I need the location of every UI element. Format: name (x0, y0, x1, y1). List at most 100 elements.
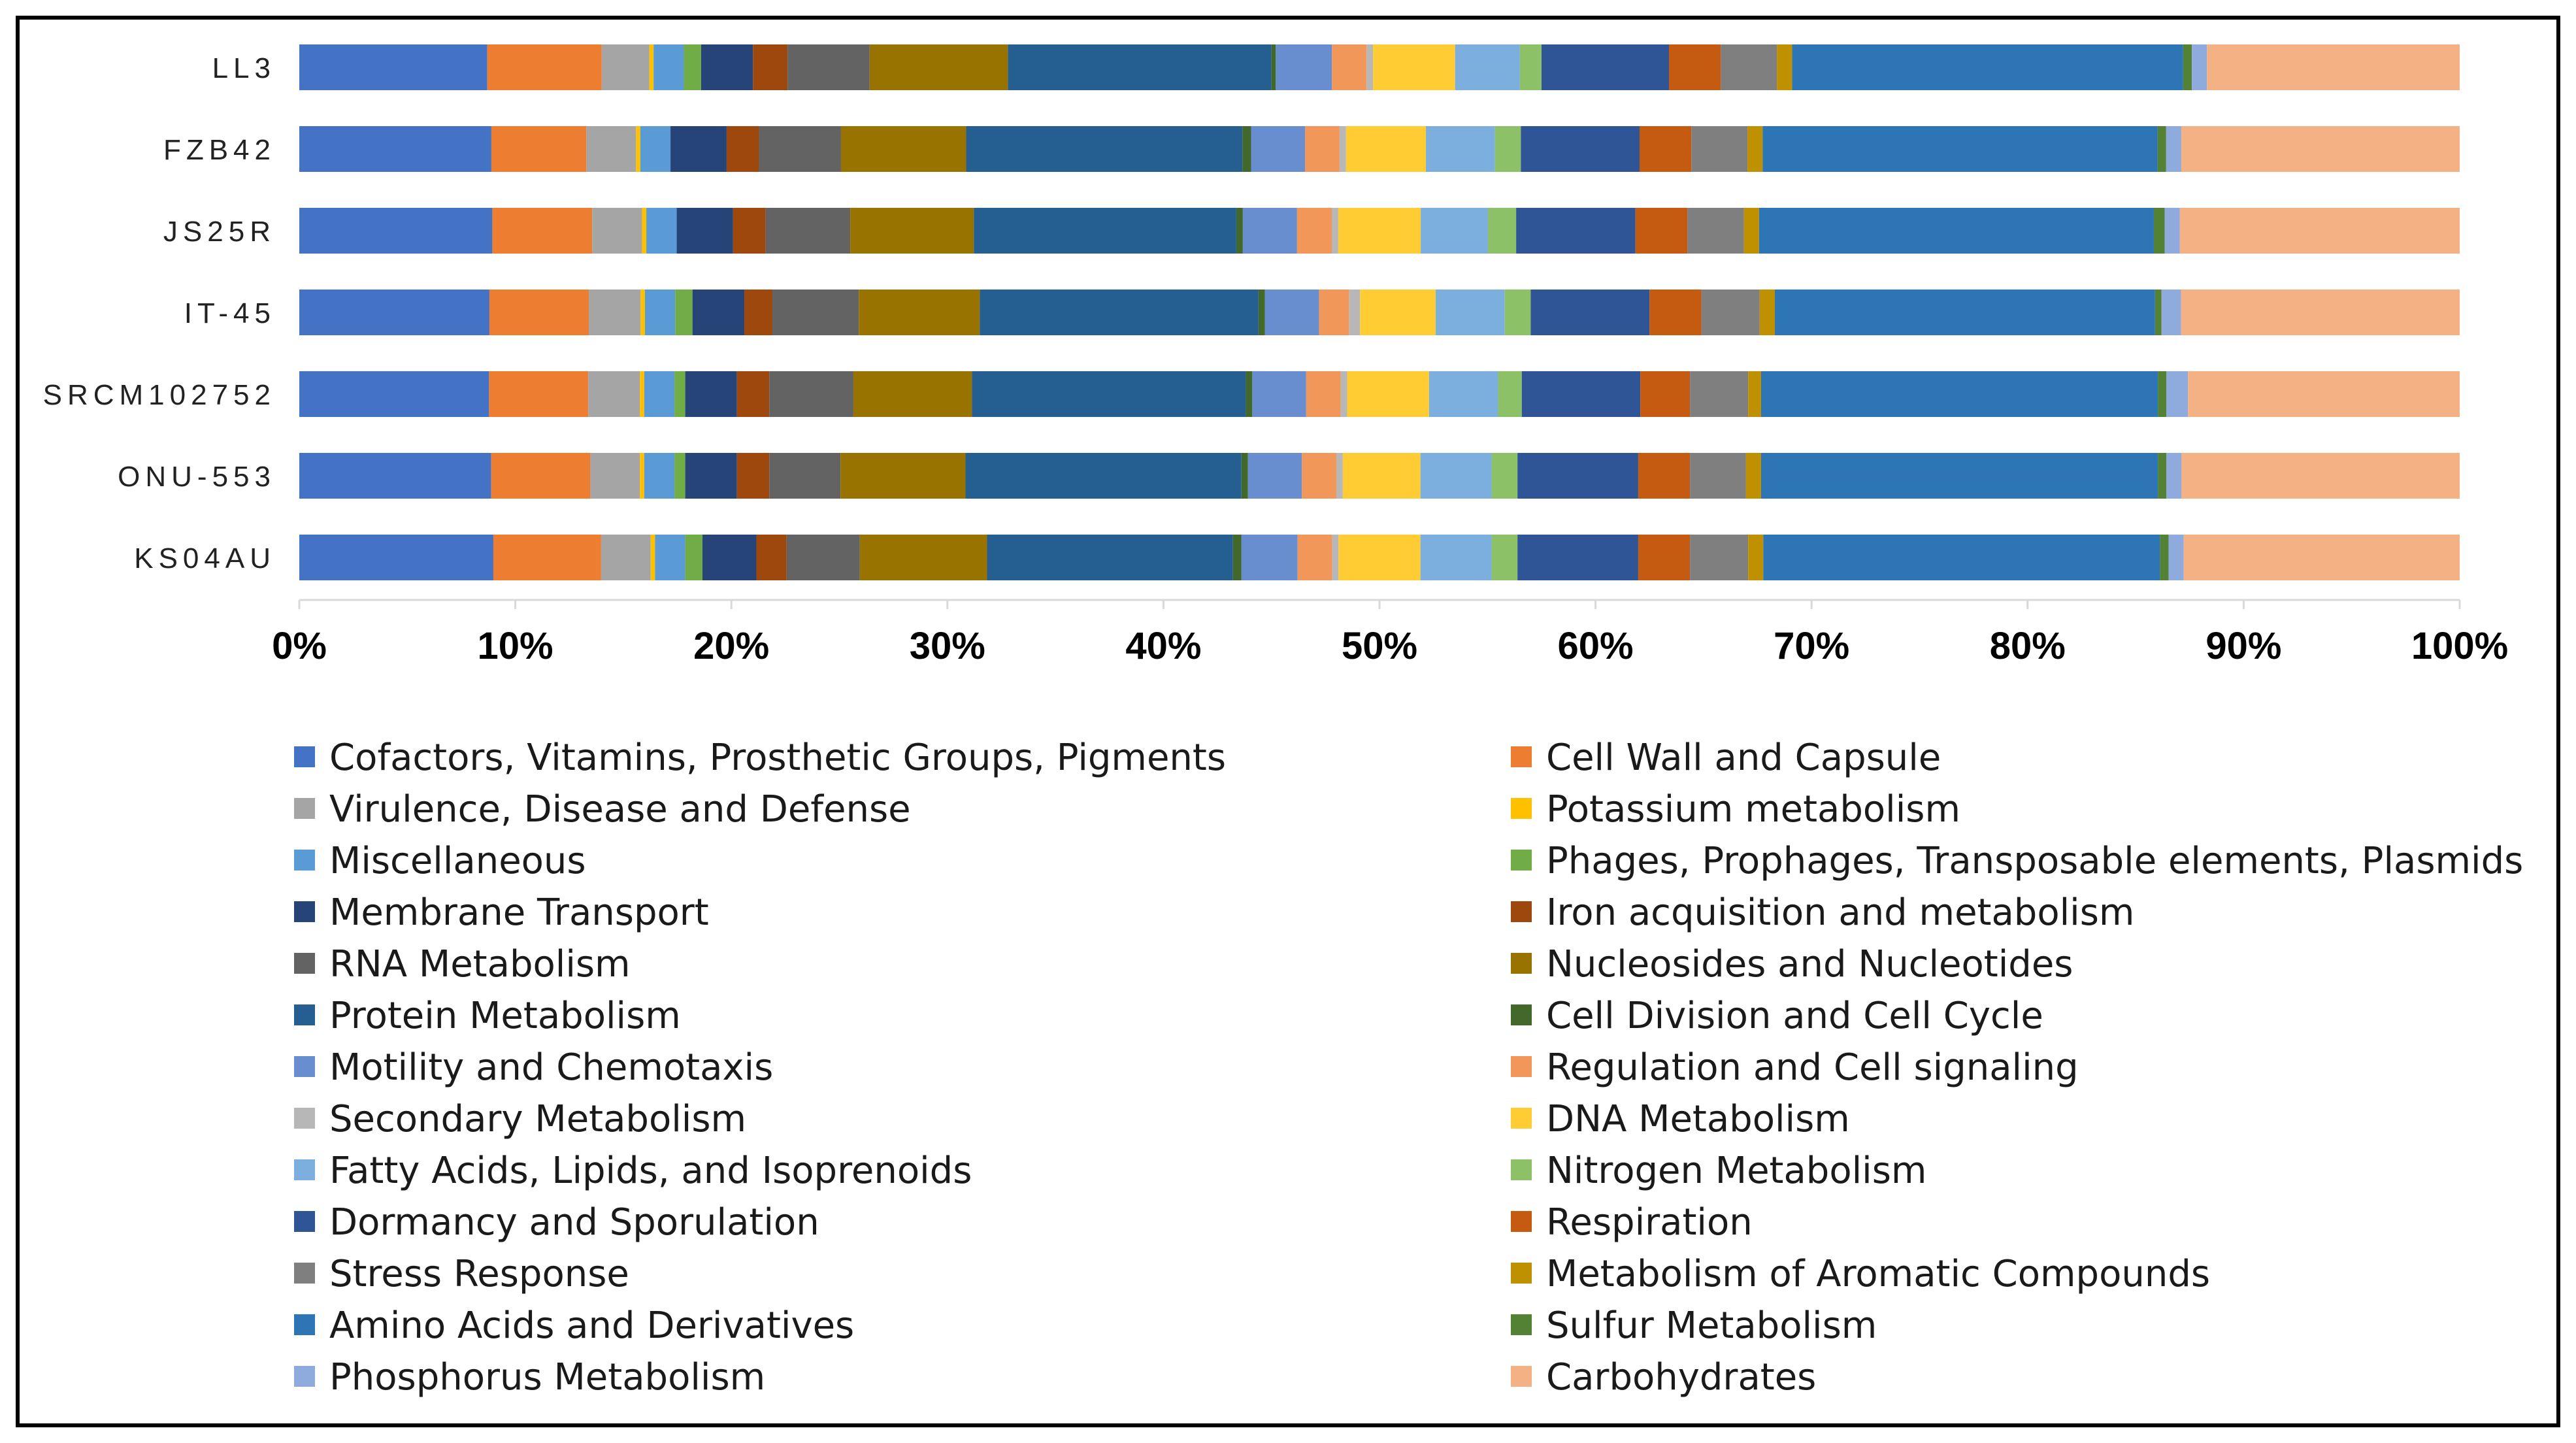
x-tick-label: 30% (910, 625, 985, 667)
legend-item-secondary-metabolism: Secondary Metabolism (294, 1098, 746, 1140)
bar-segment-ll3-dna-metabolism (1373, 44, 1455, 90)
bar-segment-it-45-carbohydrates (2181, 290, 2460, 335)
legend-swatch (1511, 798, 1532, 819)
bar-segment-js25r-nucleosides-and-nucleotides (850, 208, 974, 254)
bar-segment-ks04au-potassium-metabolism (650, 535, 655, 580)
bar-segment-fzb42-miscellaneous (640, 126, 671, 172)
bar-segment-fzb42-cell-division-and-cell-cycle (1242, 126, 1251, 172)
legend-item-rna-metabolism: RNA Metabolism (294, 943, 631, 986)
bar-segment-fzb42-iron-acquisition-and-metabolism (726, 126, 759, 172)
bar-segment-onu-553-iron-acquisition-and-metabolism (736, 453, 770, 499)
bar-segment-onu-553-rna-metabolism (769, 453, 841, 499)
bar-segment-onu-553-cell-division-and-cell-cycle (1241, 453, 1248, 499)
bar-segment-onu-553-membrane-transport (685, 453, 737, 499)
legend-item-potassium-metabolism: Potassium metabolism (1511, 788, 1960, 831)
bar-segment-js25r-nitrogen-metabolism (1487, 208, 1517, 254)
legend-item-carbohydrates: Carbohydrates (1511, 1356, 1816, 1399)
bar-segment-srcm102752-virulence-disease-and-defense (588, 371, 640, 417)
bar-segment-srcm102752-fatty-acids-lipids-and-isoprenoids (1428, 371, 1498, 417)
x-tick-label: 20% (693, 625, 769, 667)
bar-segment-ll3-cell-division-and-cell-cycle (1271, 44, 1276, 90)
bar-segment-it-45-potassium-metabolism (640, 290, 645, 335)
bar-segment-ks04au-iron-acquisition-and-metabolism (756, 535, 787, 580)
bar-segment-fzb42-virulence-disease-and-defense (586, 126, 636, 172)
bar-segment-srcm102752-carbohydrates (2188, 371, 2460, 417)
bar-segment-it-45-protein-metabolism (980, 290, 1259, 335)
legend-swatch (294, 1056, 315, 1077)
bar-segment-it-45-metabolism-of-aromatic-compounds (1759, 290, 1775, 335)
bar-segment-fzb42-phosphorus-metabolism (2166, 126, 2181, 172)
bar-segment-fzb42-cofactors-vitamins-prosthetic-groups-pigments (299, 126, 491, 172)
bar-segment-ll3-protein-metabolism (1008, 44, 1272, 90)
bar-segment-ll3-nitrogen-metabolism (1519, 44, 1542, 90)
legend-label: Regulation and Cell signaling (1546, 1046, 2079, 1089)
bar-segment-js25r-rna-metabolism (765, 208, 851, 254)
bar-segment-fzb42-sulfur-metabolism (2157, 126, 2166, 172)
legend-label: Respiration (1546, 1201, 1753, 1244)
legend-label: Protein Metabolism (329, 995, 681, 1037)
category-label-fzb42: FZB42 (163, 134, 276, 166)
legend-label: Motility and Chemotaxis (329, 1046, 773, 1089)
bar-segment-fzb42-dormancy-and-sporulation (1521, 126, 1640, 172)
legend-item-nitrogen-metabolism: Nitrogen Metabolism (1511, 1150, 1926, 1192)
bar-segment-it-45-amino-acids-and-derivatives (1775, 290, 2155, 335)
legend-item-miscellaneous: Miscellaneous (294, 840, 586, 882)
bar-segment-onu-553-dormancy-and-sporulation (1517, 453, 1638, 499)
bar-segment-ks04au-miscellaneous (655, 535, 685, 580)
legend-label: Virulence, Disease and Defense (329, 788, 911, 831)
legend-swatch (1511, 1366, 1532, 1387)
bar-segment-it-45-stress-response (1701, 290, 1760, 335)
legend-item-phages-prophages-transposable-elements-plasmids: Phages, Prophages, Transposable elements… (1511, 840, 2523, 882)
legend-swatch (1511, 746, 1532, 767)
bar-segment-ll3-motility-and-chemotaxis (1276, 44, 1332, 90)
legend: Cofactors, Vitamins, Prosthetic Groups, … (294, 737, 2523, 1399)
bar-segment-onu-553-metabolism-of-aromatic-compounds (1745, 453, 1761, 499)
bar-segment-ks04au-phages-prophages-transposable-elements-plasmids (685, 535, 702, 580)
bar-segment-it-45-cell-division-and-cell-cycle (1258, 290, 1265, 335)
bar-segment-js25r-cell-wall-and-capsule (492, 208, 593, 254)
legend-swatch (1511, 1056, 1532, 1077)
bar-segment-it-45-fatty-acids-lipids-and-isoprenoids (1435, 290, 1505, 335)
bar-segment-srcm102752-motility-and-chemotaxis (1252, 371, 1306, 417)
bar-segment-ks04au-protein-metabolism (987, 535, 1233, 580)
bar-segment-onu-553-phosphorus-metabolism (2166, 453, 2182, 499)
category-label-ks04au: KS04AU (134, 542, 276, 574)
bar-segment-ll3-secondary-metabolism (1366, 44, 1374, 90)
legend-swatch (1511, 1211, 1532, 1232)
bar-segment-js25r-motility-and-chemotaxis (1242, 208, 1297, 254)
legend-label: Nitrogen Metabolism (1546, 1150, 1926, 1192)
legend-swatch (294, 1211, 315, 1232)
bar-segment-ks04au-nitrogen-metabolism (1491, 535, 1518, 580)
bar-segment-fzb42-fatty-acids-lipids-and-isoprenoids (1426, 126, 1495, 172)
legend-swatch (1511, 953, 1532, 974)
x-axis: 0% 10% 20% 30% 40% 50% 60% 70% 80% 90% 100% (272, 599, 2508, 667)
legend-swatch (1511, 901, 1532, 922)
legend-label: Cell Wall and Capsule (1546, 737, 1941, 779)
bar-segment-ll3-metabolism-of-aromatic-compounds (1777, 44, 1792, 90)
bar-segment-onu-553-secondary-metabolism (1336, 453, 1343, 499)
legend-item-motility-and-chemotaxis: Motility and Chemotaxis (294, 1046, 773, 1089)
bar-segment-js25r-dna-metabolism (1338, 208, 1421, 254)
legend-label: Iron acquisition and metabolism (1546, 891, 2134, 934)
bar-segment-ks04au-membrane-transport (702, 535, 757, 580)
bar-segment-it-45-nitrogen-metabolism (1504, 290, 1531, 335)
bar-segment-srcm102752-regulation-and-cell-signaling (1306, 371, 1341, 417)
legend-swatch (1511, 1108, 1532, 1129)
category-label-onu-553: ONU-553 (118, 461, 276, 493)
legend-label: Fatty Acids, Lipids, and Isoprenoids (329, 1150, 972, 1192)
bar-segment-it-45-dna-metabolism (1360, 290, 1436, 335)
bar-segment-fzb42-secondary-metabolism (1339, 126, 1346, 172)
category-label-it-45: IT-45 (184, 297, 276, 329)
bar-segment-ks04au-virulence-disease-and-defense (601, 535, 651, 580)
bar-segment-srcm102752-amino-acids-and-derivatives (1760, 371, 2158, 417)
bar-segment-onu-553-sulfur-metabolism (2158, 453, 2167, 499)
legend-swatch (294, 1314, 315, 1335)
legend-swatch (294, 953, 315, 974)
legend-label: Dormancy and Sporulation (329, 1201, 819, 1244)
bar-segment-onu-553-cofactors-vitamins-prosthetic-groups-pigments (299, 453, 491, 499)
bar-segment-onu-553-amino-acids-and-derivatives (1760, 453, 2158, 499)
legend-item-respiration: Respiration (1511, 1201, 1753, 1244)
bar-segment-js25r-iron-acquisition-and-metabolism (733, 208, 766, 254)
bar-segment-js25r-regulation-and-cell-signaling (1296, 208, 1332, 254)
bar-segment-onu-553-motility-and-chemotaxis (1247, 453, 1302, 499)
